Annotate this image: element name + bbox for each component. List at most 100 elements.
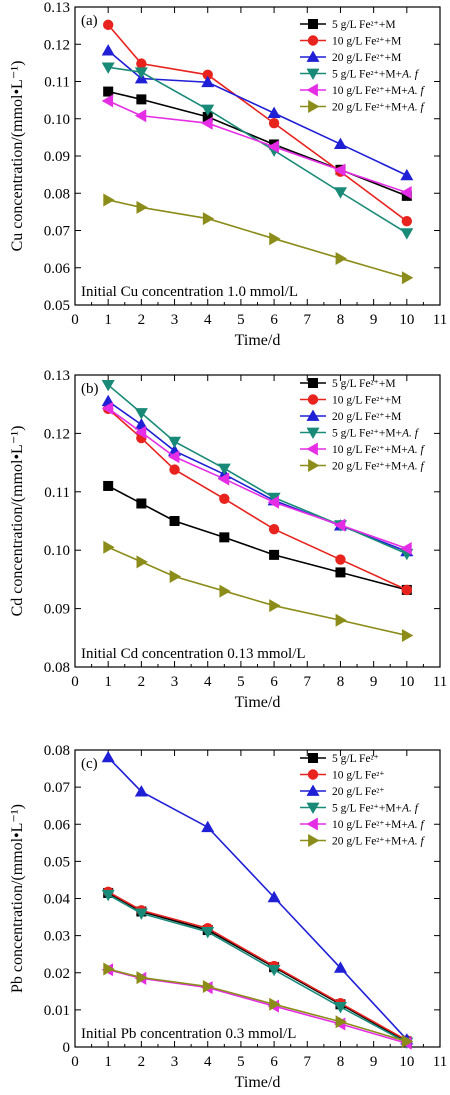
x-tick-label: 7 — [304, 312, 312, 328]
data-point — [169, 464, 180, 475]
x-tick-label: 0 — [71, 1054, 79, 1070]
series-1 — [103, 480, 412, 595]
x-tick-label: 5 — [237, 674, 245, 690]
y-tick-label: 0.10 — [44, 112, 70, 128]
y-tick-label: 0.13 — [44, 0, 70, 16]
x-tick-label: 9 — [370, 1054, 378, 1070]
data-point — [401, 1034, 414, 1048]
x-tick-label: 5 — [237, 312, 245, 328]
data-point — [219, 532, 230, 543]
data-point — [168, 436, 182, 449]
data-point — [103, 193, 115, 207]
x-tick-label: 5 — [237, 1054, 245, 1070]
x-axis-title: Time/d — [235, 332, 281, 349]
x-tick-label: 3 — [171, 1054, 179, 1070]
x-tick-label: 3 — [171, 674, 179, 690]
y-axis-title: Cd concentration/(mmol•L⁻¹) — [9, 426, 26, 617]
data-point — [268, 523, 280, 535]
x-tick-label: 2 — [138, 674, 146, 690]
x-tick-label: 0 — [71, 674, 79, 690]
legend: 5 g/L Fe²⁺+M 10 g/L Fe²⁺+M 20 g/L Fe²⁺+M 5 … — [300, 19, 426, 114]
legend-label: 5 g/L Fe²⁺+M+A. f — [332, 69, 420, 81]
legend-marker — [306, 409, 320, 421]
y-tick-label: 0.04 — [44, 892, 71, 908]
legend-marker — [307, 394, 319, 405]
series-line — [107, 892, 408, 1043]
data-point — [335, 554, 346, 565]
legend-marker — [307, 769, 319, 780]
y-tick-label: 0.02 — [44, 966, 70, 982]
data-point — [136, 94, 147, 105]
x-tick-label: 10 — [399, 312, 414, 328]
data-point — [267, 492, 281, 505]
y-tick-label: 0.05 — [44, 854, 70, 870]
series-2 — [102, 19, 413, 227]
legend-marker — [308, 100, 320, 113]
legend-label: 20 g/L Fe²⁺+M+A. f — [332, 461, 426, 473]
series-6 — [103, 193, 414, 285]
legend-marker — [308, 753, 318, 763]
x-tick-label: 2 — [138, 1054, 146, 1070]
data-point — [202, 111, 213, 122]
y-tick-label: 0.07 — [44, 224, 71, 240]
data-point — [335, 251, 347, 265]
data-point — [333, 187, 347, 199]
y-tick-label: 0.10 — [44, 543, 70, 559]
data-point — [136, 498, 147, 509]
data-point — [134, 425, 147, 439]
data-point — [201, 75, 215, 88]
legend-label: 10 g/L Fe²⁺ — [332, 770, 385, 782]
series-line — [107, 756, 408, 1041]
legend-label: 10 g/L Fe²⁺+M+A. f — [332, 819, 426, 831]
x-tick-label: 6 — [270, 1054, 278, 1070]
data-point — [269, 599, 281, 613]
legend-label: 20 g/L Fe²⁺+M+A. f — [332, 836, 426, 848]
data-point — [401, 584, 413, 596]
data-point — [335, 567, 346, 578]
data-point — [201, 104, 215, 116]
data-point — [168, 450, 180, 464]
panel-label: (a) — [81, 13, 98, 29]
x-axis-title: Time/d — [235, 1074, 281, 1091]
data-point — [202, 212, 215, 226]
x-tick-label: 9 — [370, 674, 378, 690]
data-point — [103, 86, 114, 97]
y-tick-label: 0.11 — [44, 75, 70, 91]
legend-marker — [306, 83, 318, 97]
series-line — [107, 49, 408, 177]
pb-concentration-chart: 0 1 2 3 4 5 6 7 8 9 10 11 0 0.01 0.02 0.03 0.04 0.05 0.06 0… — [9, 743, 447, 1091]
plot-frame — [74, 749, 441, 1048]
y-tick-label: 0.07 — [44, 780, 71, 796]
data-point — [217, 463, 231, 475]
initial-concentration-note: Initial Cu concentration 1.0 mmol/L — [81, 284, 298, 300]
cu-concentration-chart: 0 1 2 3 4 5 6 7 8 9 10 11 0.05 0.06 0.07 0.08 0.09 0.10 0.… — [9, 0, 447, 349]
y-tick-label: 0.13 — [44, 368, 70, 384]
initial-concentration-note: Initial Pb concentration 0.3 mmol/L — [81, 1026, 296, 1042]
data-point — [101, 380, 115, 392]
x-tick-label: 4 — [204, 312, 212, 328]
data-point — [401, 215, 413, 227]
data-point — [333, 137, 347, 149]
legend-label: 10 g/L Fe²⁺+M — [332, 395, 401, 407]
data-point — [400, 186, 412, 200]
data-point — [333, 163, 346, 177]
x-tick-label: 11 — [433, 1054, 447, 1070]
legend-marker — [308, 834, 320, 847]
x-tick-label: 8 — [337, 674, 345, 690]
data-point — [136, 555, 148, 569]
data-point — [269, 549, 280, 560]
data-point — [267, 140, 279, 154]
data-point — [335, 613, 347, 627]
y-tick-label: 0.01 — [44, 1003, 70, 1019]
legend-marker — [306, 784, 320, 796]
x-tick-label: 1 — [104, 1054, 112, 1070]
data-point — [103, 962, 115, 976]
x-axis-title: Time/d — [235, 694, 281, 711]
data-point — [335, 1015, 347, 1029]
x-tick-label: 6 — [270, 312, 278, 328]
data-point — [101, 94, 114, 108]
legend-marker — [306, 442, 318, 456]
legend-label: 10 g/L Fe²⁺+M+A. f — [332, 85, 426, 97]
y-tick-label: 0.09 — [44, 602, 70, 618]
x-tick-label: 11 — [433, 674, 447, 690]
